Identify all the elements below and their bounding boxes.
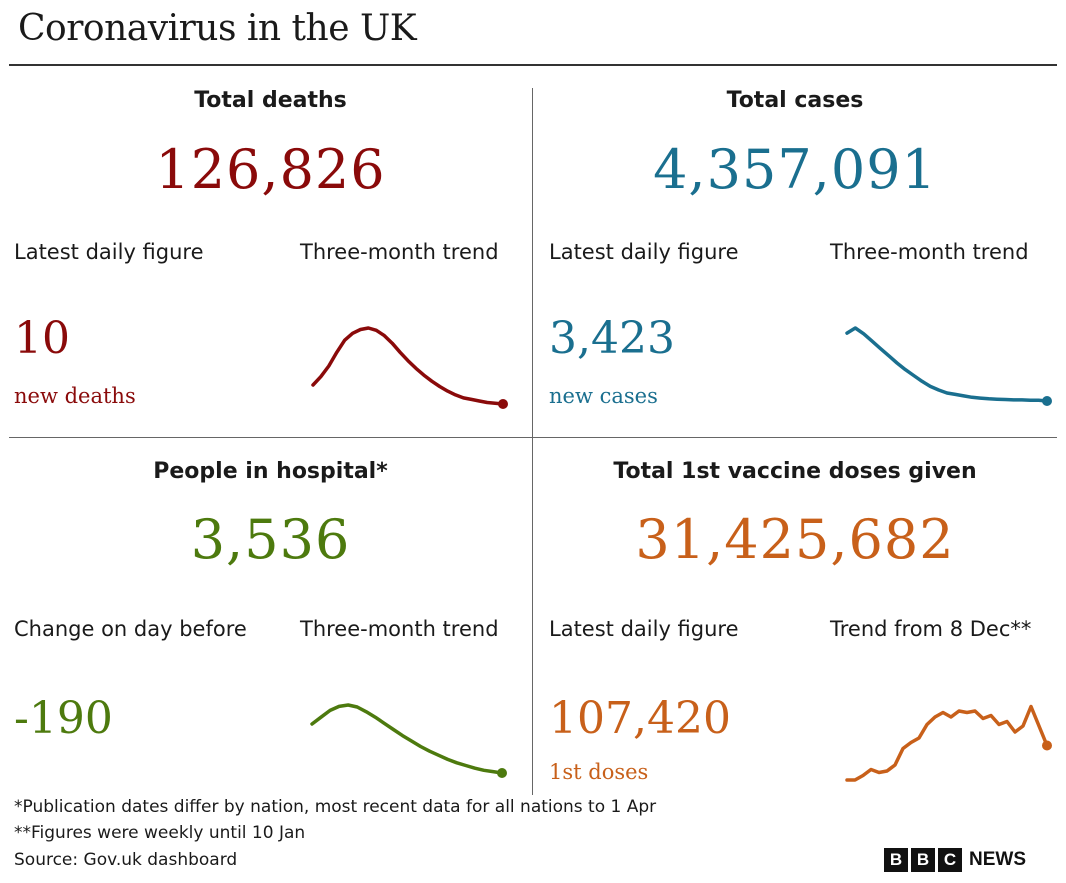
- logo-letter-c: C: [938, 848, 962, 872]
- vaccine-total: 31,425,682: [635, 508, 955, 571]
- hospital-total: 3,536: [190, 508, 351, 571]
- footnote-weekly-figures: **Figures were weekly until 10 Jan: [14, 823, 306, 843]
- cases-latest-unit: new cases: [549, 384, 658, 408]
- trend-line: [311, 326, 505, 406]
- cases-latest-value: 3,423: [549, 313, 675, 364]
- vaccine-latest-unit: 1st doses: [549, 760, 649, 784]
- hospital-left-label: Change on day before: [14, 617, 247, 641]
- deaths-right-label: Three-month trend: [300, 240, 499, 264]
- deaths-latest-unit: new deaths: [14, 384, 136, 408]
- vaccine-latest-value: 107,420: [549, 693, 731, 744]
- title-divider: [9, 64, 1057, 66]
- logo-letter-b1: B: [884, 848, 908, 872]
- trend-line: [845, 704, 1049, 782]
- source-credit: Source: Gov.uk dashboard: [14, 850, 238, 870]
- trend-line: [310, 703, 504, 775]
- cases-total: 4,357,091: [653, 138, 937, 201]
- vaccine-heading: Total 1st vaccine doses given: [613, 459, 977, 484]
- trend-end-marker: [498, 399, 508, 409]
- logo-letter-b2: B: [911, 848, 935, 872]
- footnote-publication-dates: *Publication dates differ by nation, mos…: [14, 797, 657, 817]
- hospital-heading: People in hospital*: [153, 459, 388, 484]
- deaths-heading: Total deaths: [194, 88, 347, 113]
- cases-left-label: Latest daily figure: [549, 240, 739, 264]
- trend-end-marker: [1042, 740, 1052, 751]
- deaths-total: 126,826: [155, 138, 386, 201]
- vaccine-trend-chart: [845, 704, 1052, 782]
- cases-heading: Total cases: [726, 88, 864, 113]
- deaths-left-label: Latest daily figure: [14, 240, 204, 264]
- hospital-latest-value: -190: [14, 693, 113, 744]
- cases-right-label: Three-month trend: [830, 240, 1029, 264]
- logo-word-news: NEWS: [969, 849, 1026, 870]
- trend-end-marker: [497, 768, 507, 778]
- vaccine-left-label: Latest daily figure: [549, 617, 739, 641]
- vaccine-right-label: Trend from 8 Dec**: [830, 617, 1032, 641]
- bbc-news-logo: B B C NEWS: [884, 848, 1026, 872]
- vertical-divider: [532, 88, 533, 795]
- deaths-latest-value: 10: [14, 313, 70, 364]
- cases-trend-chart: [845, 326, 1052, 406]
- trend-line: [845, 326, 1049, 403]
- page-title: Coronavirus in the UK: [18, 8, 417, 49]
- trend-end-marker: [1042, 396, 1052, 406]
- hospital-trend-chart: [310, 703, 507, 778]
- deaths-trend-chart: [311, 326, 508, 409]
- horizontal-divider: [9, 437, 1057, 438]
- hospital-right-label: Three-month trend: [300, 617, 499, 641]
